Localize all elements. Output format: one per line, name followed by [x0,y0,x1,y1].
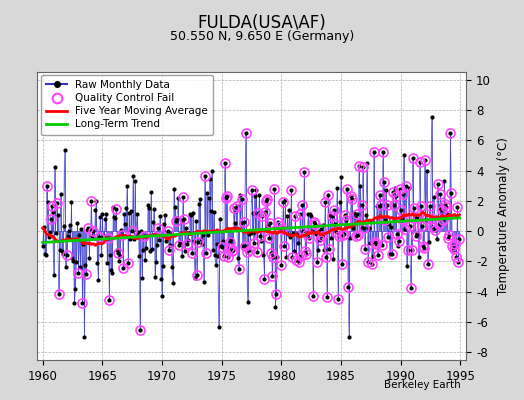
Text: 50.550 N, 9.650 E (Germany): 50.550 N, 9.650 E (Germany) [170,30,354,43]
Text: Berkeley Earth: Berkeley Earth [385,380,461,390]
Text: FULDA(USA\AF): FULDA(USA\AF) [198,14,326,32]
Y-axis label: Temperature Anomaly (°C): Temperature Anomaly (°C) [497,137,509,295]
Legend: Raw Monthly Data, Quality Control Fail, Five Year Moving Average, Long-Term Tren: Raw Monthly Data, Quality Control Fail, … [41,75,213,135]
